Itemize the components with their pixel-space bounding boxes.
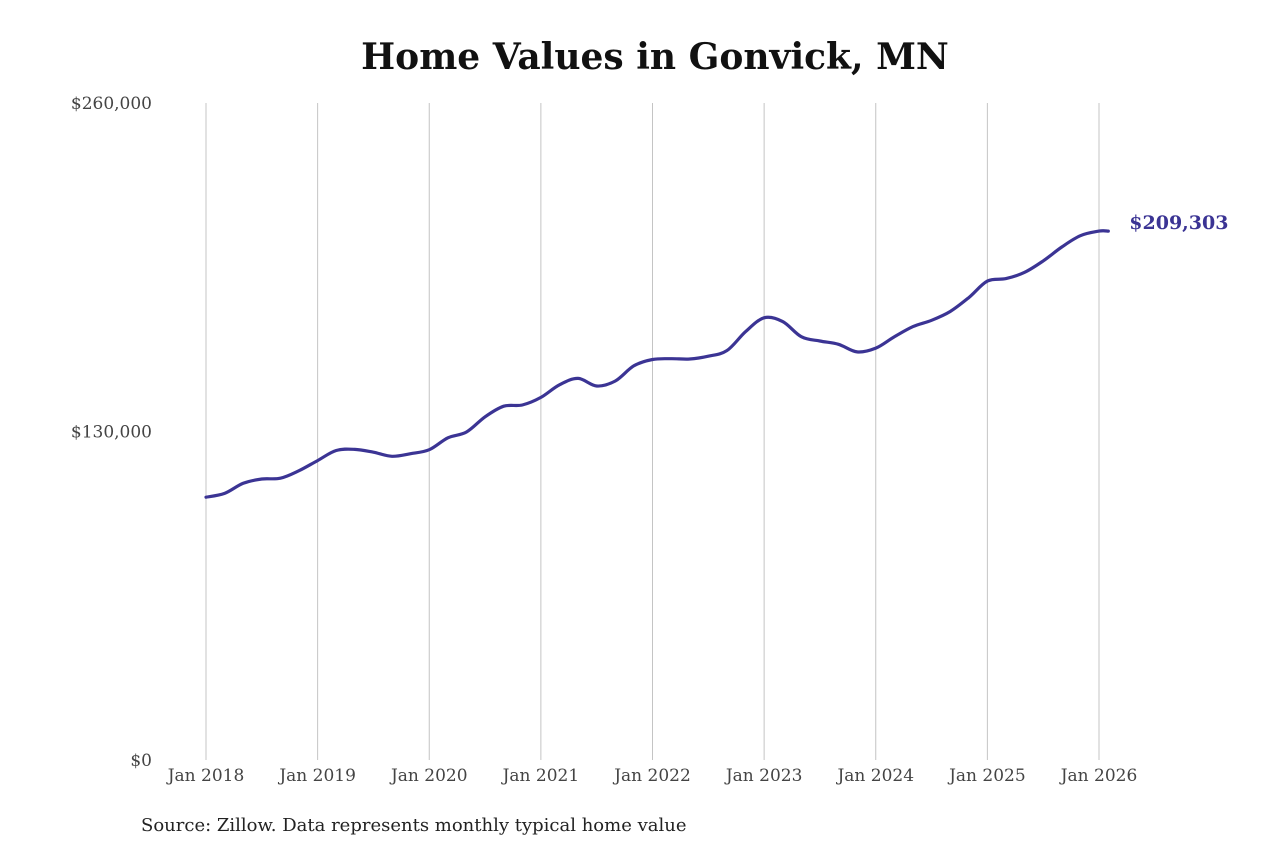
x-tick-label: Jan 2021 [501,766,580,786]
x-tick-label: Jan 2022 [612,766,691,786]
x-tick-label: Jan 2018 [166,766,245,786]
home-value-line [204,229,1110,499]
x-tick-label: Jan 2024 [835,766,914,786]
chart-source-note: Source: Zillow. Data represents monthly … [141,815,687,836]
y-tick-label: $130,000 [71,423,152,443]
x-axis-tick-labels: Jan 2018 Jan 2019 Jan 2020 Jan 2021 Jan 2022… [166,766,1138,786]
data-label-layer: $209,303 [1129,212,1228,234]
x-tick-label: Jan 2026 [1059,766,1138,786]
y-axis-tick-labels: $0 $130,000 $260,000 [71,94,152,771]
x-tick-label: Jan 2025 [947,766,1026,786]
series-layer [204,229,1110,499]
gridlines [205,103,1100,760]
y-tick-label: $0 [130,751,152,771]
latest-value-label: $209,303 [1129,212,1228,234]
x-tick-label: Jan 2023 [724,766,803,786]
chart-title: Home Values in Gonvick, MN [361,36,949,78]
x-tick-label: Jan 2019 [277,766,356,786]
y-tick-label: $260,000 [71,94,152,114]
x-tick-label: Jan 2020 [389,766,468,786]
